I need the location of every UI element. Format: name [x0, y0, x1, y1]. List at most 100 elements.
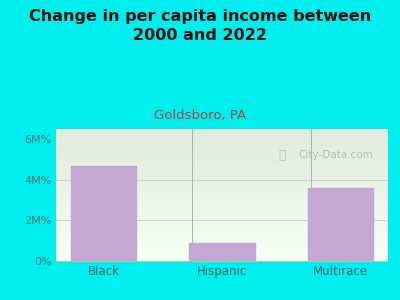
Bar: [56, 215, 388, 216]
Bar: [56, 211, 388, 212]
Bar: [56, 227, 388, 228]
Bar: [56, 169, 388, 170]
Bar: [56, 232, 388, 233]
Bar: [56, 166, 388, 167]
Bar: [56, 179, 388, 181]
Bar: [56, 242, 388, 244]
Bar: [56, 247, 388, 248]
Bar: [56, 199, 388, 200]
Bar: [56, 191, 388, 192]
Bar: [56, 235, 388, 236]
Text: City-Data.com: City-Data.com: [298, 150, 373, 161]
Bar: [56, 141, 388, 142]
Bar: [56, 159, 388, 161]
Bar: [56, 241, 388, 242]
Bar: [56, 145, 388, 146]
Bar: [56, 254, 388, 256]
Bar: [56, 236, 388, 237]
Bar: [56, 176, 388, 178]
Bar: [56, 212, 388, 214]
Bar: [56, 208, 388, 209]
Bar: [56, 195, 388, 196]
Bar: [56, 244, 388, 245]
Bar: [56, 198, 388, 199]
Bar: [56, 229, 388, 231]
Bar: [56, 137, 388, 138]
Bar: [56, 148, 388, 149]
Bar: [56, 163, 388, 165]
Bar: [56, 174, 388, 175]
Bar: [56, 133, 388, 134]
Text: Change in per capita income between
2000 and 2022: Change in per capita income between 2000…: [29, 9, 371, 43]
Bar: [56, 209, 388, 211]
Bar: [56, 153, 388, 154]
Bar: [56, 130, 388, 132]
Bar: [56, 200, 388, 202]
Bar: [56, 129, 388, 130]
Bar: [56, 171, 388, 172]
Bar: [56, 260, 388, 261]
Bar: [56, 172, 388, 174]
Bar: [56, 158, 388, 159]
Bar: [56, 206, 388, 207]
Bar: [56, 204, 388, 206]
Bar: [56, 190, 388, 191]
Bar: [56, 138, 388, 140]
Bar: [56, 170, 388, 171]
Bar: [56, 140, 388, 141]
Bar: [56, 143, 388, 145]
Bar: [56, 152, 388, 153]
Bar: [56, 245, 388, 247]
Bar: [56, 207, 388, 208]
Bar: [56, 225, 388, 227]
Bar: [56, 231, 388, 232]
Bar: [56, 154, 388, 155]
Bar: [56, 187, 388, 188]
Bar: [56, 219, 388, 220]
Bar: [56, 181, 388, 182]
Bar: [56, 167, 388, 169]
Bar: [56, 238, 388, 240]
Bar: [56, 224, 388, 225]
Bar: [56, 188, 388, 190]
Bar: [56, 202, 388, 203]
Bar: [56, 142, 388, 143]
Bar: [56, 214, 388, 215]
Bar: [56, 203, 388, 204]
Bar: [56, 149, 388, 150]
Bar: [56, 194, 388, 195]
Bar: [56, 216, 388, 218]
Bar: [56, 132, 388, 133]
Bar: [56, 146, 388, 148]
Bar: [56, 161, 388, 162]
Bar: [56, 252, 388, 253]
Bar: [56, 178, 388, 179]
Bar: [56, 240, 388, 241]
Bar: [56, 183, 388, 184]
Bar: [56, 134, 388, 136]
Bar: [56, 162, 388, 163]
Bar: [56, 182, 388, 183]
Bar: [56, 157, 388, 158]
Bar: [56, 223, 388, 224]
Bar: [190, 243, 254, 261]
Bar: [56, 220, 388, 221]
Bar: [56, 184, 388, 186]
Bar: [56, 257, 388, 258]
Bar: [56, 256, 388, 257]
Bar: [56, 249, 388, 250]
Bar: [56, 250, 388, 252]
Bar: [56, 192, 388, 194]
Bar: [56, 175, 388, 176]
Bar: [56, 165, 388, 166]
Bar: [56, 228, 388, 229]
Text: ⦿: ⦿: [278, 149, 286, 162]
Bar: [56, 136, 388, 137]
Bar: [56, 196, 388, 198]
Bar: [308, 188, 373, 261]
Bar: [56, 253, 388, 254]
Bar: [56, 233, 388, 235]
Bar: [56, 258, 388, 260]
Bar: [56, 237, 388, 238]
Bar: [56, 248, 388, 249]
